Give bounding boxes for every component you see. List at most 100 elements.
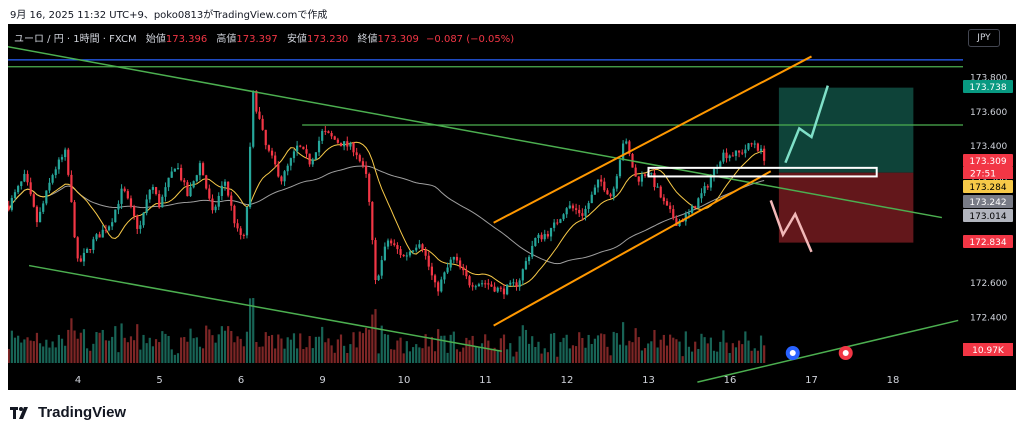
candle-body: [568, 205, 571, 209]
volume-bar: [89, 350, 92, 363]
volume-bar: [154, 339, 158, 363]
price-label-entry-bg: [963, 195, 1013, 208]
volume-bar: [123, 337, 126, 363]
candle-body: [741, 152, 744, 154]
volume-bar: [308, 336, 311, 363]
volume-bar: [280, 338, 283, 363]
volume-bar: [136, 324, 139, 363]
volume-bar: [628, 340, 631, 363]
volume-bar: [697, 348, 700, 363]
volume-bar: [759, 335, 763, 363]
volume-bar: [521, 325, 524, 363]
price-label-entry: 173.242: [969, 198, 1006, 208]
candle-body: [42, 203, 45, 212]
volume-bar: [418, 347, 421, 363]
volume-bar: [38, 343, 42, 363]
volume-bars: [8, 298, 766, 363]
volume-bar: [346, 352, 349, 363]
volume-bar: [722, 330, 725, 363]
volume-bar: [659, 339, 662, 363]
price-label-target: 173.738: [969, 83, 1006, 93]
event-icon-dot: [789, 350, 796, 356]
volume-bar: [631, 342, 634, 363]
volume-bar: [23, 339, 26, 363]
candle-body: [540, 234, 543, 240]
candle-body: [60, 157, 64, 160]
volume-bar: [201, 348, 205, 363]
volume-bar: [712, 350, 716, 363]
volume-bar: [559, 342, 562, 363]
candle-body: [358, 155, 361, 162]
volume-bar: [151, 346, 155, 363]
candle-body: [665, 201, 669, 206]
candle-body: [349, 142, 352, 147]
x-tick-label: 9: [319, 375, 325, 386]
channel-upper-line: [493, 55, 812, 224]
volume-bar: [29, 340, 32, 363]
volume-bar: [330, 345, 333, 363]
volume-bar: [220, 326, 223, 363]
volume-bar: [596, 335, 600, 363]
volume-bar: [292, 333, 296, 363]
volume-bar: [79, 332, 82, 363]
symbol-label[interactable]: ユーロ / 円 · 1時間 · FXCM: [14, 34, 137, 45]
candle-body: [537, 234, 540, 238]
candle-body: [82, 252, 86, 262]
candle-body: [437, 282, 440, 292]
y-tick-label: 172.600: [970, 279, 1007, 289]
candle-body: [484, 283, 487, 285]
volume-bar: [142, 334, 145, 363]
volume-bar: [258, 346, 261, 363]
candle-body: [731, 155, 734, 157]
candle-body: [104, 229, 107, 231]
candle-body: [559, 219, 562, 223]
y-tick-label: 173.600: [970, 108, 1007, 118]
candle-body: [556, 222, 559, 224]
x-tick-label: 17: [805, 375, 818, 386]
candle-body: [129, 198, 133, 207]
price-label-ma-slow: 173.014: [969, 212, 1006, 222]
x-tick-label: 10: [398, 375, 411, 386]
volume-bar: [622, 322, 625, 363]
currency-button[interactable]: JPY: [968, 29, 1000, 47]
volume-bar: [126, 342, 129, 363]
candle-body: [606, 190, 609, 195]
volume-bar: [252, 298, 255, 363]
candle-body: [455, 256, 459, 261]
volume-bar: [248, 298, 252, 363]
event-markers[interactable]: [785, 346, 853, 360]
candle-body: [603, 181, 606, 191]
volume-label: 10.97K: [972, 346, 1005, 356]
tradingview-logo[interactable]: TradingView: [10, 404, 126, 421]
candle-body: [270, 150, 274, 156]
candle-body: [252, 90, 255, 147]
candle-body: [600, 179, 603, 182]
candle-body: [192, 181, 195, 188]
volume-bar: [728, 352, 731, 363]
price-label-stop-bg: [963, 235, 1013, 248]
candle-body: [656, 186, 659, 188]
candle-body: [38, 211, 42, 223]
volume-bar: [70, 318, 73, 363]
y-tick-label: 173.400: [970, 142, 1007, 152]
volume-bar: [195, 337, 198, 363]
volume-bar: [678, 341, 681, 363]
volume-bar: [13, 337, 17, 363]
candle-body: [506, 284, 509, 295]
volume-bar: [374, 309, 377, 363]
candle-body: [427, 255, 430, 267]
volume-bar: [264, 332, 267, 363]
volume-bar: [211, 335, 214, 363]
close-label: 終値: [357, 34, 378, 45]
candle-body: [220, 185, 223, 196]
candle-body: [261, 118, 264, 130]
volume-bar: [437, 329, 440, 363]
volume-bar: [578, 332, 581, 363]
high-label: 高値: [216, 34, 237, 45]
volume-bar: [430, 336, 433, 363]
candle-body: [399, 249, 402, 255]
candle-body: [98, 234, 101, 238]
candle-body: [703, 186, 706, 194]
candle-body: [48, 182, 51, 191]
